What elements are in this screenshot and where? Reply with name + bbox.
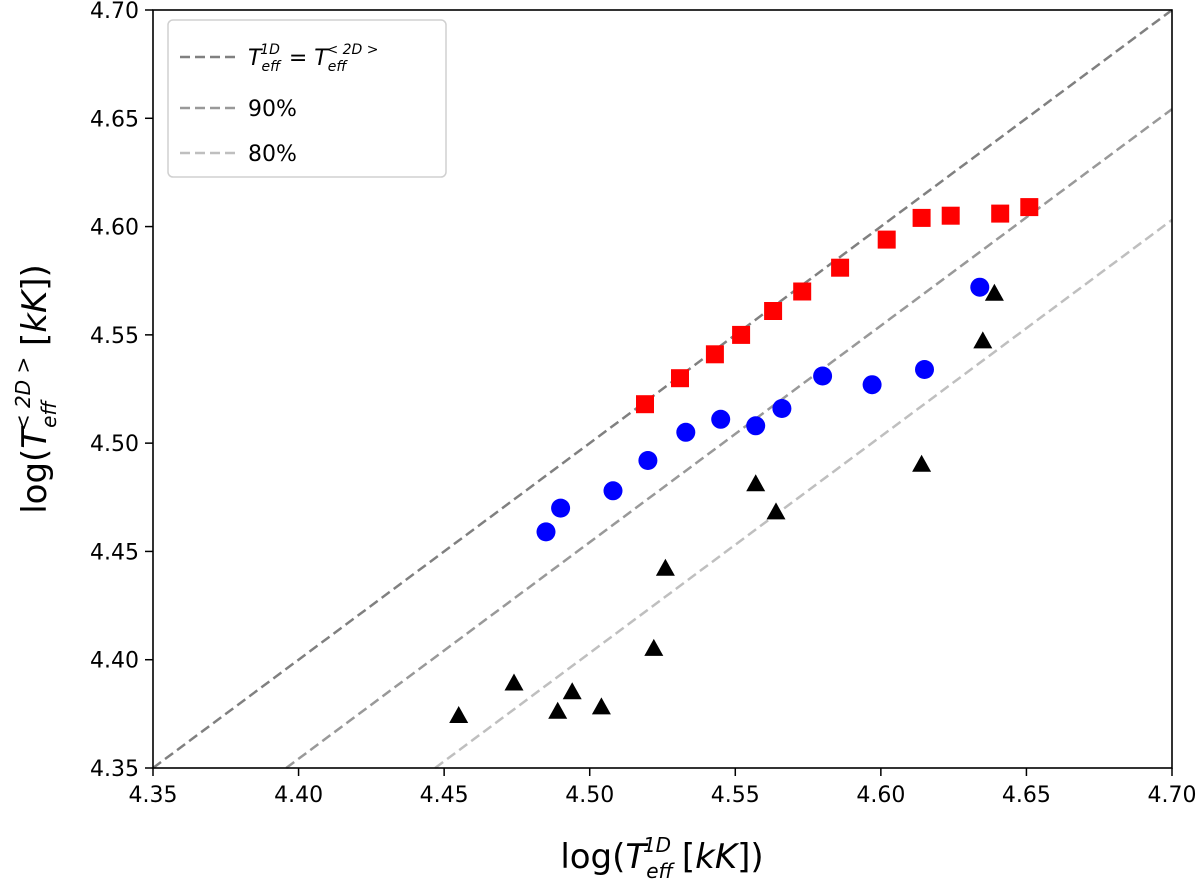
y-tick-label: 4.40 — [90, 649, 139, 674]
triangles-point — [449, 706, 469, 723]
x-tick-label: 4.50 — [565, 783, 614, 808]
circles-point — [551, 498, 571, 518]
triangles-point — [504, 673, 524, 691]
triangles-point — [644, 638, 664, 656]
x-axis-label: log(Teff1D [kK]) — [560, 833, 763, 883]
legend-box — [167, 19, 447, 178]
legend-label-80: 80% — [248, 142, 297, 167]
triangles-point — [548, 701, 568, 719]
squares-point — [705, 345, 724, 364]
squares-point — [764, 302, 783, 320]
circles-point — [915, 360, 934, 379]
x-tick-label: 4.60 — [856, 783, 905, 808]
triangles-point — [766, 502, 786, 520]
triangles-point — [973, 331, 993, 349]
squares-point — [912, 208, 931, 227]
y-axis-ticks: 4.35 4.40 4.45 4.50 4.55 4.60 4.65 4.70 — [90, 0, 153, 782]
triangles-point — [984, 283, 1004, 301]
circles-point — [603, 481, 623, 501]
squares-point — [941, 206, 960, 225]
circles-point — [536, 522, 556, 542]
circles-point — [970, 277, 990, 297]
squares-point — [636, 395, 654, 414]
squares-point — [732, 325, 751, 344]
y-axis-label: log(Teff< 2D > [kK]) — [11, 264, 61, 514]
circles-point — [862, 375, 882, 395]
y-tick-label: 4.65 — [90, 107, 139, 132]
legend: Teff1D = Teff< 2D > 90% 80% — [167, 19, 447, 178]
y-tick-label: 4.60 — [90, 216, 139, 241]
x-tick-label: 4.45 — [420, 783, 469, 808]
identity-line — [152, 8, 1173, 770]
circles-point — [746, 416, 766, 436]
x-tick-label: 4.35 — [129, 783, 178, 808]
y-tick-label: 4.50 — [90, 432, 139, 457]
squares-point — [991, 204, 1010, 223]
circles-point — [638, 451, 658, 470]
reference-lines — [152, 8, 1173, 770]
y-tick-label: 4.70 — [90, 0, 139, 24]
x-axis-ticks: 4.35 4.40 4.45 4.50 4.55 4.60 4.65 4.70 — [129, 768, 1197, 808]
triangles-point — [562, 682, 582, 700]
x-tick-label: 4.55 — [711, 783, 760, 808]
x-tick-label: 4.70 — [1148, 783, 1197, 808]
squares-point — [877, 230, 896, 249]
circles-point — [772, 399, 792, 418]
x-tick-label: 4.65 — [1002, 783, 1051, 808]
squares-point — [793, 282, 812, 301]
squares-point — [671, 369, 689, 388]
triangles-point — [655, 558, 675, 576]
data-markers — [449, 198, 1039, 723]
triangles-point — [591, 697, 611, 715]
triangles-point — [746, 474, 766, 492]
x-tick-label: 4.40 — [274, 783, 323, 808]
reference-line-80 — [434, 218, 1173, 770]
plot-frame — [152, 9, 1173, 769]
y-tick-label: 4.35 — [90, 757, 139, 782]
circles-point — [676, 422, 696, 442]
triangles-point — [912, 454, 932, 472]
circles-point — [711, 409, 731, 429]
legend-label-identity: Teff1D = Teff< 2D > — [248, 42, 379, 75]
y-tick-label: 4.45 — [90, 540, 139, 565]
reference-line-90 — [285, 108, 1173, 770]
circles-point — [813, 366, 833, 386]
squares-point — [1020, 198, 1039, 217]
squares-point — [831, 258, 850, 277]
legend-label-90: 90% — [248, 97, 297, 122]
y-tick-label: 4.55 — [90, 324, 139, 349]
